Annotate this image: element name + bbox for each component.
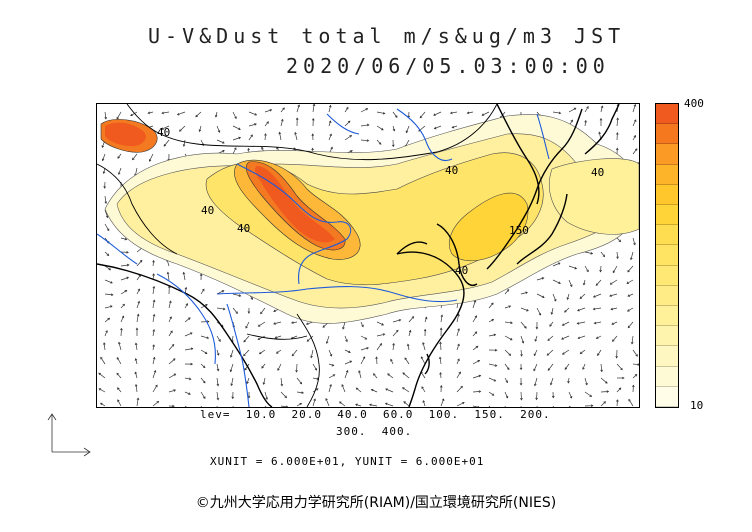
contour-label: 40	[591, 166, 605, 179]
contour-levels-line-1: lev= 10.0 20.0 40.0 60.0 100. 150. 200.	[200, 408, 551, 421]
colorbar-max-label: 400	[684, 97, 704, 110]
contour-levels-line-2: 300. 400.	[336, 425, 413, 438]
copyright-credit: ©九州大学応用力学研究所(RIAM)/国立環境研究所(NIES)	[195, 495, 557, 511]
colorbar-swatch	[656, 104, 678, 125]
colorbar-min-label: 10	[690, 399, 704, 412]
colorbar-swatch	[656, 245, 678, 266]
map-title-line-2: 2020/06/05.03:00:00	[286, 54, 610, 78]
colorbar-swatch	[656, 205, 678, 226]
contour-label: 40	[455, 264, 469, 277]
contour-label: 40	[237, 222, 251, 235]
colorbar-swatch	[656, 265, 678, 286]
coastline-lines	[97, 104, 620, 407]
contour-label: 150	[509, 224, 529, 237]
contour-label: 40	[445, 164, 459, 177]
contour-label: 40	[157, 126, 171, 139]
colorbar	[655, 103, 679, 408]
colorbar-swatch	[656, 184, 678, 206]
contour-label: 40	[201, 204, 215, 217]
colorbar-swatch	[656, 306, 678, 327]
colorbar-swatch	[656, 144, 678, 165]
dust-map-canvas	[97, 104, 639, 407]
colorbar-swatch	[656, 386, 678, 408]
colorbar-swatch	[656, 164, 678, 185]
colorbar-swatch	[656, 326, 678, 347]
colorbar-swatch	[656, 285, 678, 307]
reference-vector-arrows	[47, 413, 91, 457]
border-lines	[97, 104, 498, 407]
river-lines	[97, 108, 550, 407]
colorbar-swatch	[656, 225, 678, 246]
dust-map: 40 40 40 40 40 40 150	[96, 103, 640, 408]
colorbar-swatch	[656, 366, 678, 387]
vector-units-text: XUNIT = 6.000E+01, YUNIT = 6.000E+01	[210, 455, 485, 468]
colorbar-swatch	[656, 124, 678, 145]
dust-concentration-layer	[100, 114, 639, 324]
map-title-line-1: U-V&Dust total m/s&ug/m3 JST	[148, 24, 626, 48]
colorbar-swatch	[656, 346, 678, 367]
